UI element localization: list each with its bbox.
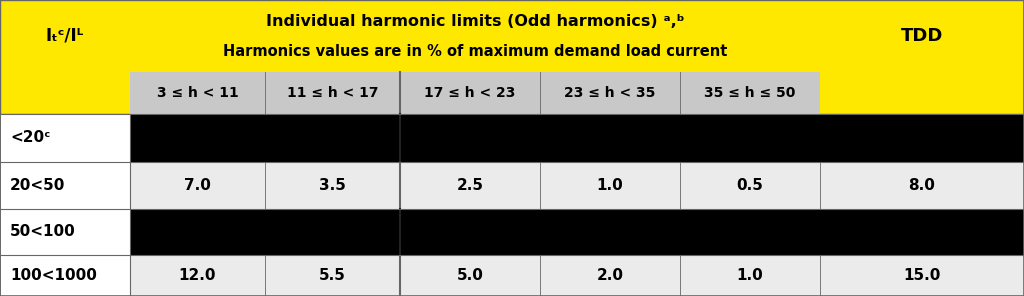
Bar [130,255,1024,296]
Bar [130,162,1024,209]
Text: 35 ≤ h ≤ 50: 35 ≤ h ≤ 50 [705,86,796,100]
Text: 2.0: 2.0 [597,268,624,283]
Text: 0.5: 0.5 [736,178,764,193]
Bar [0,162,130,209]
Text: Iₜᶜ/Iᴸ: Iₜᶜ/Iᴸ [46,27,84,45]
Text: Harmonics values are in % of maximum demand load current: Harmonics values are in % of maximum dem… [223,44,727,59]
Text: 20<50: 20<50 [10,178,66,193]
Text: Individual harmonic limits (Odd harmonics) ᵃ,ᵇ: Individual harmonic limits (Odd harmonic… [266,14,684,29]
Bar [130,72,820,114]
Bar [130,114,1024,162]
Text: 1.0: 1.0 [736,268,763,283]
Text: 8.0: 8.0 [908,178,936,193]
Text: 5.0: 5.0 [457,268,483,283]
Text: 17 ≤ h < 23: 17 ≤ h < 23 [424,86,516,100]
Text: 3.5: 3.5 [319,178,346,193]
Bar [130,209,1024,255]
Text: 7.0: 7.0 [184,178,211,193]
Text: <20ᶜ: <20ᶜ [10,131,50,146]
Text: 15.0: 15.0 [903,268,941,283]
Bar [0,114,130,162]
Text: 5.5: 5.5 [319,268,346,283]
Text: 11 ≤ h < 17: 11 ≤ h < 17 [287,86,378,100]
Bar [0,209,130,255]
Text: TDD: TDD [901,27,943,45]
Text: 3 ≤ h < 11: 3 ≤ h < 11 [157,86,239,100]
Bar [0,255,130,296]
Text: 12.0: 12.0 [179,268,216,283]
Text: 23 ≤ h < 35: 23 ≤ h < 35 [564,86,655,100]
Text: 1.0: 1.0 [597,178,624,193]
Text: 50<100: 50<100 [10,224,76,239]
Text: 2.5: 2.5 [457,178,483,193]
Bar [0,0,1024,114]
Text: 100<1000: 100<1000 [10,268,97,283]
